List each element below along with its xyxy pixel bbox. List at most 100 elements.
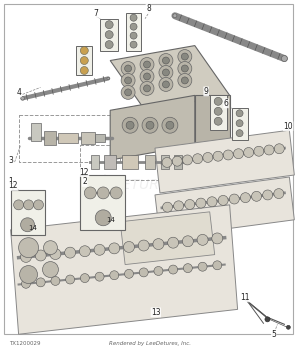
Text: 12: 12 bbox=[9, 181, 18, 191]
Circle shape bbox=[178, 74, 192, 87]
Circle shape bbox=[182, 65, 188, 72]
Text: TX1200029: TX1200029 bbox=[9, 341, 40, 346]
Text: 13: 13 bbox=[151, 308, 160, 317]
Circle shape bbox=[110, 187, 122, 199]
Circle shape bbox=[162, 117, 178, 133]
Polygon shape bbox=[126, 13, 141, 51]
Polygon shape bbox=[110, 46, 230, 110]
Circle shape bbox=[185, 200, 195, 209]
Circle shape bbox=[162, 69, 169, 76]
Circle shape bbox=[110, 271, 119, 280]
Circle shape bbox=[214, 97, 222, 105]
Circle shape bbox=[163, 202, 172, 212]
Text: 9: 9 bbox=[204, 87, 208, 96]
Circle shape bbox=[24, 200, 34, 210]
Circle shape bbox=[264, 145, 274, 155]
Circle shape bbox=[193, 154, 202, 164]
Circle shape bbox=[20, 266, 38, 283]
Circle shape bbox=[109, 243, 120, 254]
Polygon shape bbox=[110, 95, 195, 160]
Circle shape bbox=[286, 325, 290, 329]
Circle shape bbox=[169, 265, 178, 274]
Polygon shape bbox=[100, 19, 118, 51]
Text: 12: 12 bbox=[79, 168, 89, 177]
Circle shape bbox=[105, 21, 113, 29]
Polygon shape bbox=[174, 155, 182, 169]
Text: 10: 10 bbox=[284, 122, 293, 131]
Text: Rendered by LeeDetures, Inc.: Rendered by LeeDetures, Inc. bbox=[109, 341, 191, 346]
Circle shape bbox=[94, 244, 105, 255]
Circle shape bbox=[140, 58, 154, 72]
Circle shape bbox=[139, 268, 148, 277]
Circle shape bbox=[196, 198, 206, 208]
Circle shape bbox=[80, 57, 88, 65]
Circle shape bbox=[233, 149, 243, 159]
Circle shape bbox=[274, 144, 284, 154]
Circle shape bbox=[168, 237, 178, 248]
Polygon shape bbox=[80, 175, 125, 230]
Circle shape bbox=[124, 65, 132, 72]
Circle shape bbox=[36, 278, 45, 287]
Circle shape bbox=[21, 218, 34, 232]
Circle shape bbox=[213, 151, 223, 161]
Circle shape bbox=[14, 200, 24, 210]
Circle shape bbox=[229, 194, 239, 204]
Circle shape bbox=[19, 238, 38, 258]
Circle shape bbox=[236, 120, 243, 127]
Circle shape bbox=[107, 77, 110, 80]
Circle shape bbox=[21, 97, 24, 100]
Circle shape bbox=[244, 148, 254, 157]
Polygon shape bbox=[11, 205, 238, 334]
Text: 2: 2 bbox=[82, 177, 87, 186]
Circle shape bbox=[34, 200, 44, 210]
Circle shape bbox=[252, 191, 262, 201]
Circle shape bbox=[80, 246, 90, 257]
Circle shape bbox=[154, 267, 163, 275]
Circle shape bbox=[240, 193, 250, 203]
Polygon shape bbox=[58, 133, 78, 143]
Circle shape bbox=[121, 74, 135, 87]
Circle shape bbox=[122, 117, 138, 133]
Circle shape bbox=[50, 248, 61, 260]
Circle shape bbox=[265, 317, 270, 322]
Circle shape bbox=[274, 188, 284, 199]
Circle shape bbox=[183, 263, 192, 273]
Polygon shape bbox=[95, 134, 105, 142]
Text: 6: 6 bbox=[224, 99, 229, 108]
Polygon shape bbox=[145, 155, 155, 169]
Circle shape bbox=[143, 61, 151, 68]
Circle shape bbox=[236, 110, 243, 117]
Text: 7: 7 bbox=[93, 9, 98, 18]
Circle shape bbox=[80, 274, 89, 283]
Circle shape bbox=[182, 236, 193, 247]
Circle shape bbox=[97, 187, 109, 199]
Polygon shape bbox=[195, 95, 230, 145]
Polygon shape bbox=[120, 212, 215, 265]
Circle shape bbox=[281, 55, 287, 61]
Circle shape bbox=[130, 41, 137, 48]
Circle shape bbox=[124, 89, 132, 96]
Circle shape bbox=[80, 47, 88, 54]
Circle shape bbox=[198, 262, 207, 271]
Circle shape bbox=[105, 40, 113, 49]
Circle shape bbox=[130, 23, 137, 30]
Circle shape bbox=[178, 50, 192, 64]
Circle shape bbox=[124, 269, 134, 278]
Polygon shape bbox=[44, 131, 56, 145]
Circle shape bbox=[207, 197, 217, 207]
Circle shape bbox=[126, 121, 134, 129]
Circle shape bbox=[182, 155, 192, 165]
Circle shape bbox=[218, 195, 228, 205]
Circle shape bbox=[95, 272, 104, 281]
Circle shape bbox=[143, 85, 151, 92]
Circle shape bbox=[236, 130, 243, 137]
Circle shape bbox=[182, 53, 188, 60]
Circle shape bbox=[159, 53, 173, 67]
Circle shape bbox=[159, 66, 173, 80]
Text: 11: 11 bbox=[241, 293, 250, 302]
Circle shape bbox=[166, 121, 174, 129]
Circle shape bbox=[173, 14, 177, 18]
Circle shape bbox=[121, 86, 135, 99]
Polygon shape bbox=[91, 155, 99, 169]
Circle shape bbox=[20, 251, 32, 262]
